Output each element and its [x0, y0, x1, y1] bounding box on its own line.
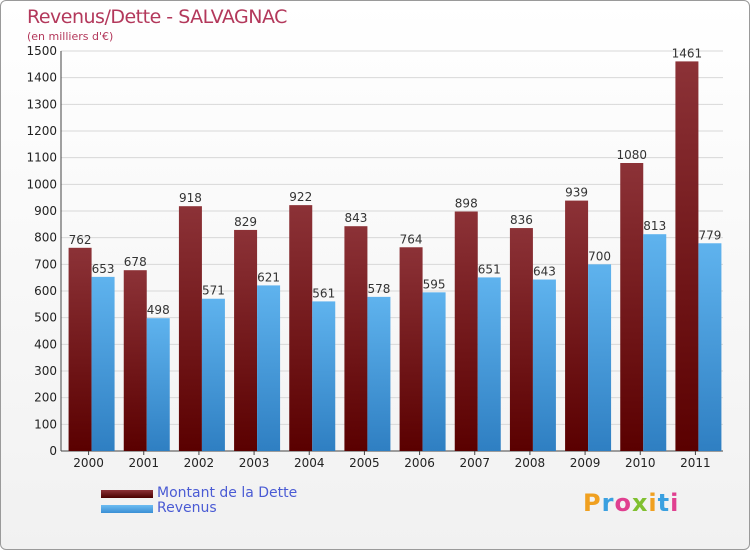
x-tick-label: 2002 [184, 456, 215, 470]
x-axis-ticks: 2000 2001 2002 2003 2004 2005 2006 2007 2008 2009… [73, 451, 711, 470]
bar-revenus-label: 498 [147, 303, 170, 317]
x-tick-label: 2005 [349, 456, 380, 470]
bar-revenus-label: 700 [588, 249, 611, 263]
bars: 762 653 678 498 918 571 829 621 922 561 843 578 764 5… [68, 46, 722, 452]
y-tick-label: 1500 [26, 44, 57, 58]
y-tick-label: 1000 [26, 177, 57, 191]
x-tick-label: 2006 [404, 456, 435, 470]
chart-subtitle: (en milliers d'€) [27, 30, 114, 43]
legend-swatch-revenus [101, 505, 153, 513]
x-tick-label: 2001 [128, 456, 159, 470]
logo-letter: x [631, 489, 649, 517]
bar-dette-label: 939 [565, 186, 588, 200]
y-tick-label: 0 [49, 444, 57, 458]
y-tick-label: 600 [34, 284, 57, 298]
bar-revenus [698, 243, 722, 451]
y-axis-ticks: 0 100 200 300 400 500 600 700 800 900 1000 1100 1200… [26, 44, 57, 458]
bar-revenus-label: 571 [202, 284, 225, 298]
bar-dette-label: 762 [69, 233, 92, 247]
logo-letter: i [648, 489, 658, 517]
chart-title: Revenus/Dette - SALVAGNAC [27, 6, 287, 28]
proxiti-logo: Proxiti [583, 489, 679, 517]
x-tick-label: 2009 [570, 456, 601, 470]
bar-revenus [643, 234, 667, 451]
bar-revenus-label: 595 [423, 277, 446, 291]
bar-revenus [257, 285, 281, 451]
logo-letter: r [601, 489, 615, 517]
y-tick-label: 500 [34, 311, 57, 325]
y-tick-label: 1400 [26, 71, 57, 85]
bar-revenus-label: 651 [478, 262, 501, 276]
logo-letter: P [583, 489, 602, 517]
logo-letter: i [670, 489, 680, 517]
x-tick-label: 2007 [459, 456, 490, 470]
x-tick-label: 2010 [625, 456, 656, 470]
y-tick-label: 1100 [26, 151, 57, 165]
y-tick-label: 300 [34, 364, 57, 378]
bar-dette [234, 229, 258, 451]
bar-dette [454, 211, 478, 451]
bar-dette-label: 678 [124, 255, 147, 269]
bar-dette-label: 918 [179, 191, 202, 205]
bar-revenus [422, 292, 446, 451]
bar-revenus-label: 578 [367, 282, 390, 296]
bar-dette-label: 1461 [672, 46, 703, 60]
bar-dette-label: 843 [344, 211, 367, 225]
bar-dette-label: 836 [510, 213, 533, 227]
x-tick-label: 2008 [515, 456, 546, 470]
bar-dette-label: 922 [289, 190, 312, 204]
legend-label-revenus: Revenus [157, 500, 217, 516]
bar-dette [675, 61, 699, 452]
bar-revenus-label: 621 [257, 270, 280, 284]
bar-dette [68, 247, 92, 451]
bar-dette-label: 1080 [616, 148, 647, 162]
bar-revenus-label: 779 [698, 228, 721, 242]
bar-revenus [312, 301, 336, 451]
bar-revenus-label: 653 [92, 262, 115, 276]
bar-dette [509, 228, 533, 451]
legend-label-dette: Montant de la Dette [157, 485, 298, 501]
bar-dette-label: 829 [234, 215, 257, 229]
y-tick-label: 800 [34, 231, 57, 245]
x-tick-label: 2011 [680, 456, 711, 470]
bar-revenus-label: 643 [533, 265, 556, 279]
legend-swatch-dette [101, 490, 153, 498]
bar-dette [344, 226, 368, 451]
logo-letter: t [657, 489, 671, 517]
y-tick-label: 900 [34, 204, 57, 218]
grid-lines [60, 50, 723, 452]
bar-dette-label: 764 [400, 232, 423, 246]
bar-revenus [367, 296, 391, 451]
bar-revenus [91, 276, 115, 451]
bar-revenus [477, 277, 501, 451]
y-tick-label: 200 [34, 391, 57, 405]
y-tick-label: 400 [34, 337, 57, 351]
bar-revenus-label: 813 [643, 219, 666, 233]
bar-revenus [146, 318, 170, 451]
y-tick-label: 1300 [26, 97, 57, 111]
bar-dette [289, 205, 313, 451]
bar-dette-label: 898 [455, 197, 478, 211]
bar-revenus-label: 561 [312, 286, 335, 300]
bar-dette [123, 270, 147, 451]
y-tick-label: 1200 [26, 124, 57, 138]
bar-dette [178, 206, 202, 451]
x-tick-label: 2004 [294, 456, 325, 470]
bar-dette [399, 247, 423, 451]
bar-dette [620, 163, 644, 451]
logo-letter: o [614, 489, 632, 517]
bar-dette [565, 200, 589, 451]
x-tick-label: 2003 [239, 456, 270, 470]
x-tick-label: 2000 [73, 456, 104, 470]
bar-revenus [588, 264, 612, 451]
y-tick-label: 100 [34, 417, 57, 431]
y-tick-label: 700 [34, 257, 57, 271]
bar-revenus [532, 279, 556, 451]
bar-revenus [201, 298, 225, 451]
